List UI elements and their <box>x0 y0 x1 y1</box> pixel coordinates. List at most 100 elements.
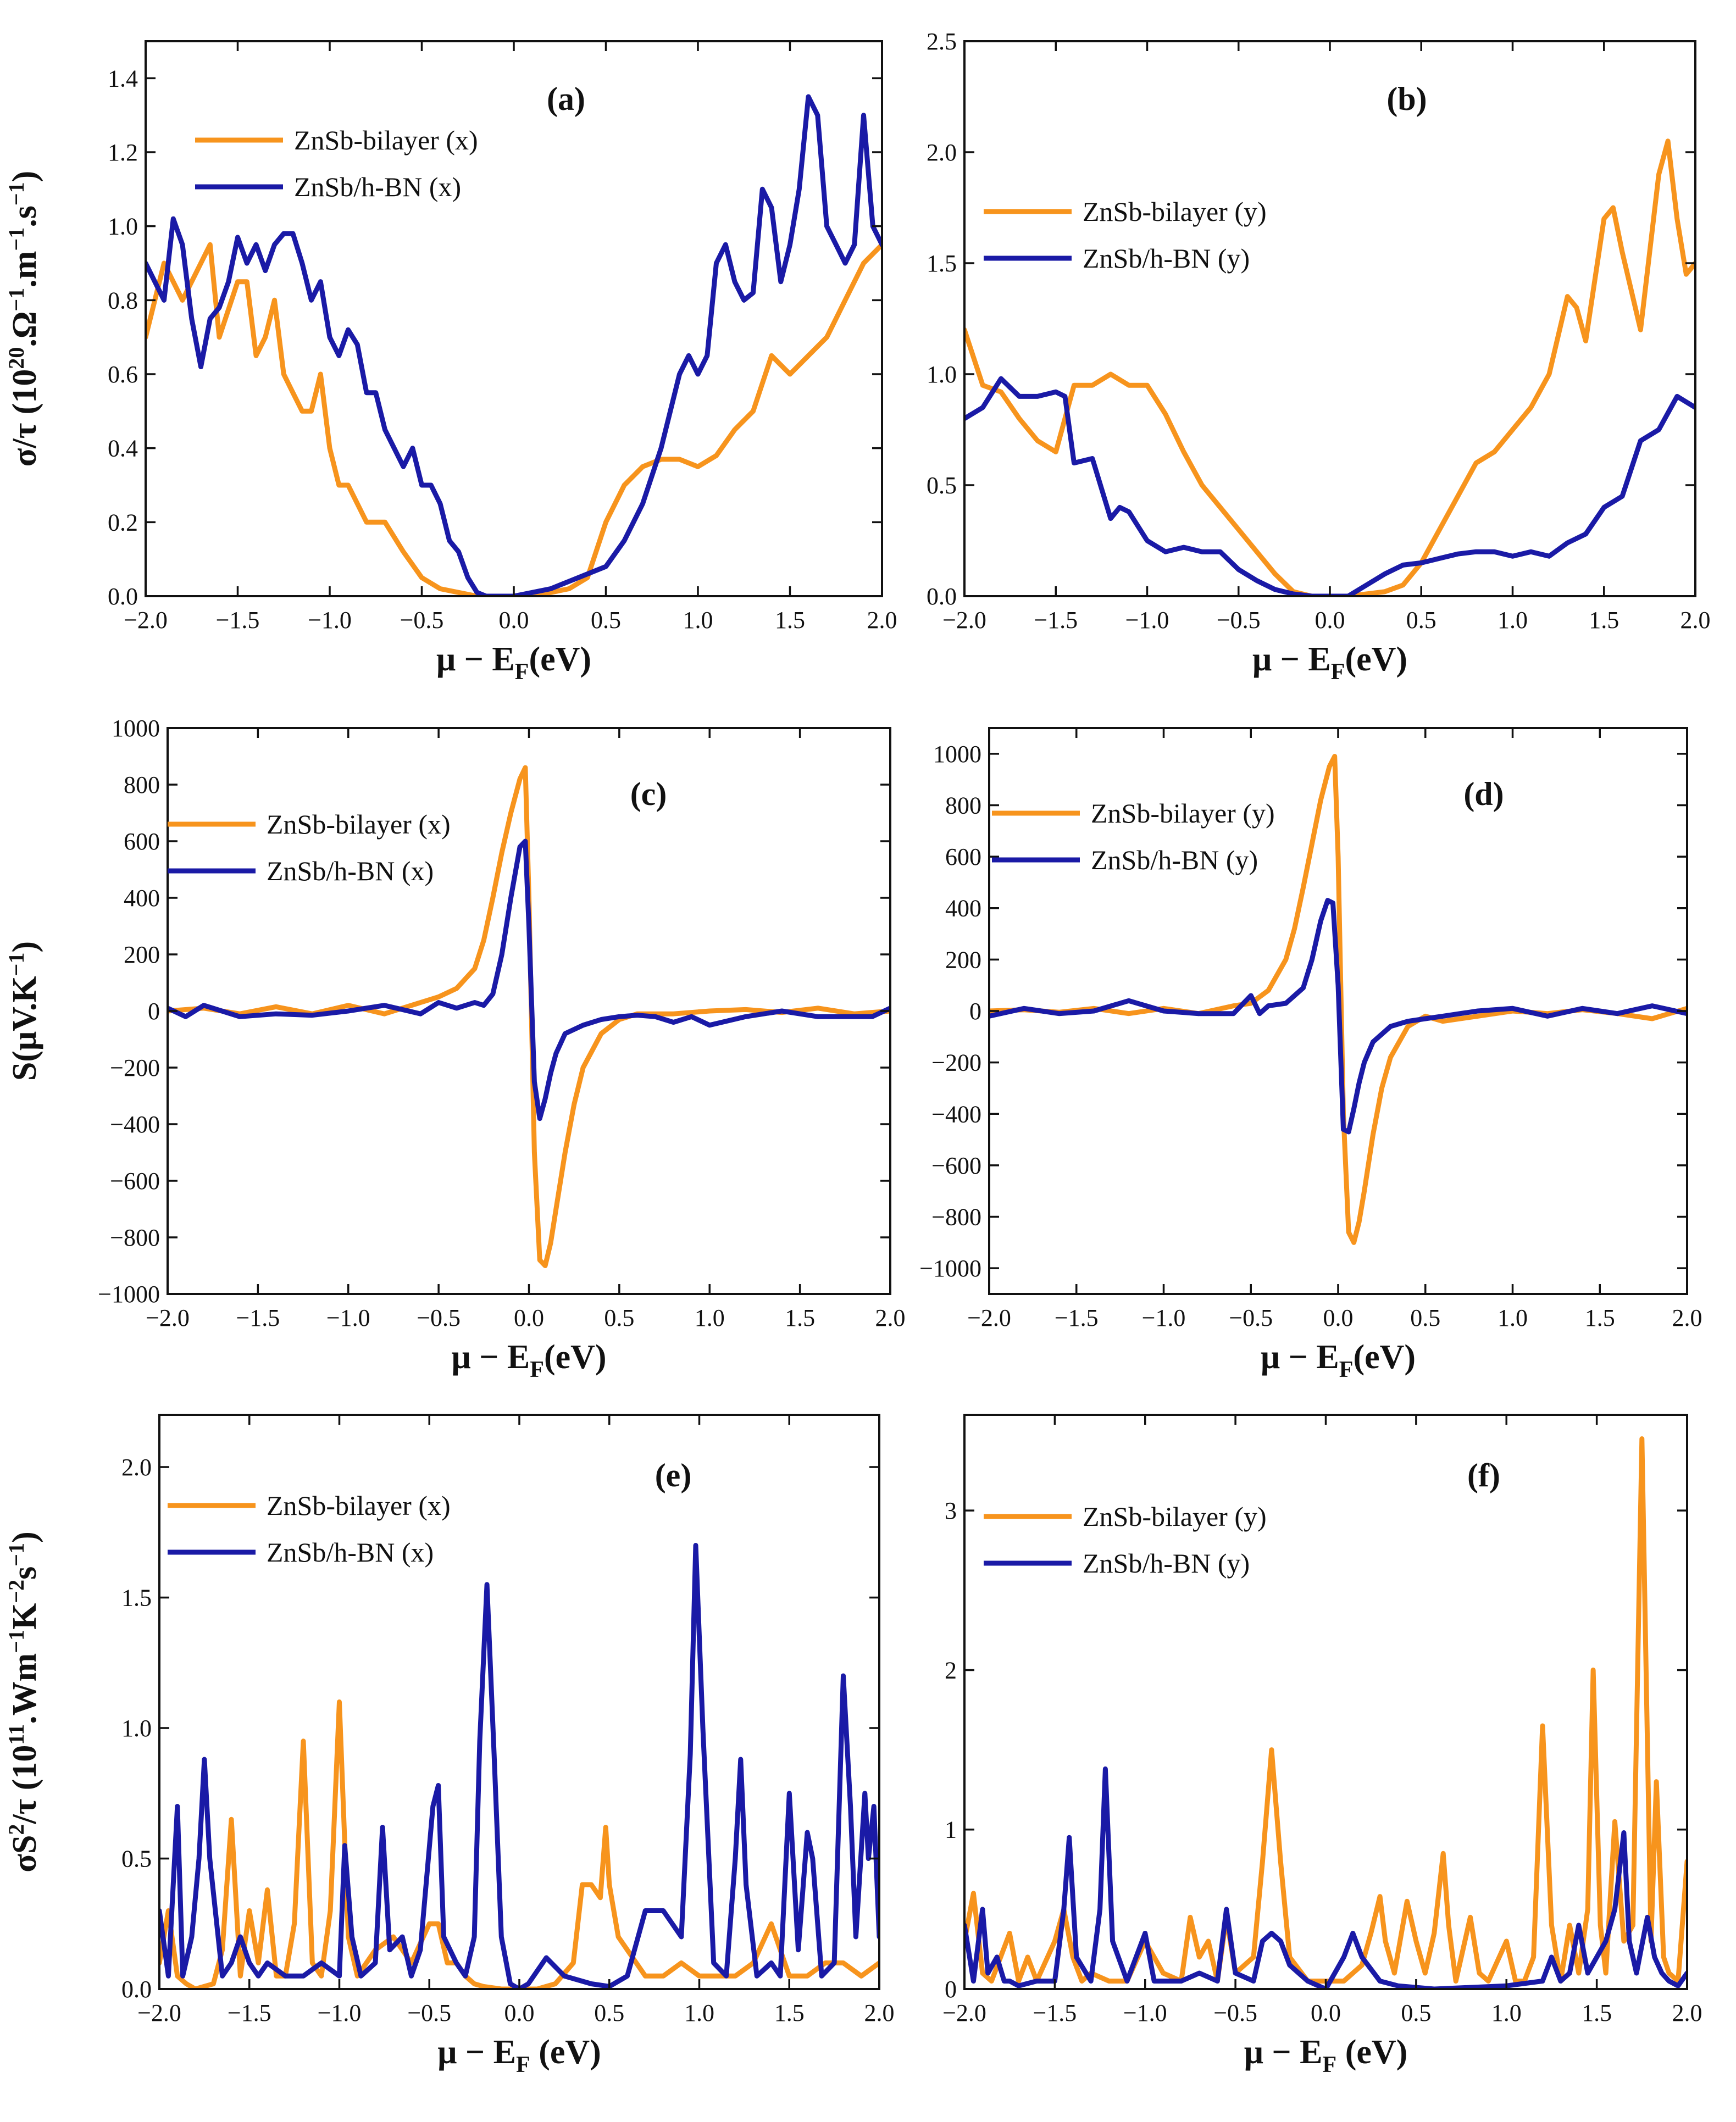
y-tick-label: 2.0 <box>121 1454 152 1481</box>
series-line-hbn <box>964 376 1695 596</box>
y-tick-label: 0.8 <box>108 287 138 314</box>
y-tick-label: −200 <box>110 1054 160 1081</box>
series-line-hbn <box>159 1543 879 1989</box>
series-line-bilayer <box>159 1699 879 1989</box>
x-tick-label: 0.0 <box>504 1999 535 2026</box>
panel-tag: (d) <box>1463 776 1504 812</box>
series-line-hbn <box>989 898 1687 1135</box>
legend-label: ZnSb/h-BN (x) <box>267 1537 434 1568</box>
series-line-hbn <box>146 94 882 596</box>
series-line-bilayer <box>964 138 1695 596</box>
y-tick-label: 2 <box>945 1657 957 1684</box>
legend-label: ZnSb-bilayer (x) <box>294 125 478 155</box>
x-tick-label: 1.0 <box>1497 1304 1528 1331</box>
series-line-bilayer <box>168 765 890 1268</box>
x-tick-label: 1.5 <box>1582 1999 1612 2026</box>
panel-a: −2.0 −1.5 −1.0 −0.5 0.0 0.5 1.0 1.5 2.0 0.0 0.2 0.4… <box>4 40 897 685</box>
y-tick-label: 0.5 <box>121 1846 152 1873</box>
x-tick-label: −1.0 <box>308 607 352 634</box>
x-axis-title: μ − EF(eV) <box>451 1338 606 1382</box>
y-tick-label: 0 <box>945 1976 957 2003</box>
x-tick-label: −1.5 <box>228 1999 271 2026</box>
legend-label: ZnSb-bilayer (y) <box>1083 1501 1267 1532</box>
y-tick-label: 1.4 <box>108 65 138 92</box>
x-axis-title: μ − EF(eV) <box>436 641 591 685</box>
plot-frame <box>963 40 1696 597</box>
y-tick-label: 200 <box>124 941 160 968</box>
y-tick-label: 1000 <box>112 715 160 742</box>
series-line-hbn <box>964 1766 1687 1989</box>
y-tick-label: 0.2 <box>108 509 138 536</box>
y-tick-label: 200 <box>945 946 981 973</box>
plot-frame <box>145 40 883 597</box>
series-line-bilayer <box>146 242 882 596</box>
y-tick-label: 0.0 <box>108 583 138 610</box>
legend-label: ZnSb/h-BN (x) <box>294 171 461 202</box>
x-tick-label: 2.0 <box>1672 1999 1702 2026</box>
x-tick-label: 0.0 <box>1311 1999 1341 2026</box>
x-tick-label: 1.5 <box>774 1999 805 2026</box>
x-tick-label: −0.5 <box>407 1999 451 2026</box>
x-tick-label: −0.5 <box>417 1304 461 1331</box>
x-tick-label: 2.0 <box>875 1304 906 1331</box>
legend-label: ZnSb-bilayer (x) <box>267 1490 451 1521</box>
x-tick-label: 0.0 <box>1315 607 1345 634</box>
x-tick-label: −1.5 <box>1055 1304 1099 1331</box>
x-tick-label: 2.0 <box>1680 607 1711 634</box>
x-tick-label: −1.0 <box>326 1304 370 1331</box>
x-tick-label: −2.0 <box>967 1304 1011 1331</box>
x-axis-title: μ − EF (eV) <box>437 2034 601 2077</box>
x-tick-label: 0.0 <box>1323 1304 1354 1331</box>
x-tick-label: −1.5 <box>236 1304 280 1331</box>
x-tick-label: −2.0 <box>942 607 986 634</box>
y-axis-title: σS2/τ (1011.Wm−1K−2s−1) <box>4 1531 43 1873</box>
legend-label: ZnSb/h-BN (y) <box>1083 243 1250 274</box>
x-tick-label: 2.0 <box>864 1999 895 2026</box>
x-tick-label: 0.5 <box>594 1999 624 2026</box>
y-tick-label: 0.0 <box>121 1976 152 2003</box>
x-tick-label: 0.0 <box>514 1304 544 1331</box>
panel-tag: (b) <box>1386 81 1427 117</box>
x-tick-label: 2.0 <box>867 607 897 634</box>
y-tick-label: 0 <box>148 998 160 1025</box>
x-tick-label: 0.5 <box>591 607 621 634</box>
y-tick-label: −1000 <box>919 1255 981 1282</box>
x-tick-label: 0.5 <box>1401 1999 1431 2026</box>
y-axis-title: σ/τ (1020.Ω−1.m−1.s−1) <box>4 171 43 467</box>
y-tick-label: −600 <box>110 1168 160 1195</box>
y-tick-label: −200 <box>931 1049 981 1076</box>
y-tick-label: 0.5 <box>927 472 957 499</box>
x-tick-label: −0.5 <box>1213 1999 1257 2026</box>
y-tick-label: 1000 <box>933 741 981 768</box>
x-tick-label: −2.0 <box>942 1999 986 2026</box>
x-tick-label: −0.5 <box>1229 1304 1273 1331</box>
x-tick-label: −1.0 <box>318 1999 362 2026</box>
x-tick-label: −0.5 <box>1217 607 1261 634</box>
y-axis-title: S(μV.K−1) <box>4 941 43 1081</box>
y-tick-label: 1.5 <box>121 1585 152 1612</box>
series-line-bilayer <box>964 1436 1687 1984</box>
y-tick-label: 600 <box>124 828 160 855</box>
y-tick-label: 800 <box>124 771 160 798</box>
panel-c: −2.0 −1.5 −1.0 −0.5 0.0 0.5 1.0 1.5 2.0 −1000 −800… <box>4 715 906 1382</box>
x-tick-label: 1.5 <box>1589 607 1619 634</box>
x-axis-title: μ − EF(eV) <box>1261 1338 1416 1382</box>
y-tick-label: 1.0 <box>108 213 138 240</box>
panel-tag: (c) <box>630 776 667 812</box>
panel-tag: (e) <box>655 1457 692 1493</box>
panel-b: −2.0 −1.5 −1.0 −0.5 0.0 0.5 1.0 1.5 2.0 0.0 0.5 1.0… <box>927 28 1711 685</box>
y-tick-label: 0.6 <box>108 361 138 388</box>
x-tick-label: 0.5 <box>1410 1304 1440 1331</box>
x-tick-label: 1.5 <box>775 607 805 634</box>
x-tick-label: −1.0 <box>1125 607 1169 634</box>
x-axis-title: μ − EF (eV) <box>1244 2034 1408 2077</box>
x-axis-title: μ − EF(eV) <box>1252 641 1407 685</box>
x-tick-label: 1.0 <box>684 1999 714 2026</box>
panel-d: −2.0 −1.5 −1.0 −0.5 0.0 0.5 1.0 1.5 2.0 −1000 −800… <box>919 727 1702 1382</box>
x-tick-label: 1.5 <box>1585 1304 1615 1331</box>
legend-label: ZnSb/h-BN (x) <box>267 856 434 886</box>
panel-tag: (a) <box>547 81 585 117</box>
y-tick-label: 1.2 <box>108 139 138 166</box>
y-tick-label: 0.0 <box>927 583 957 610</box>
